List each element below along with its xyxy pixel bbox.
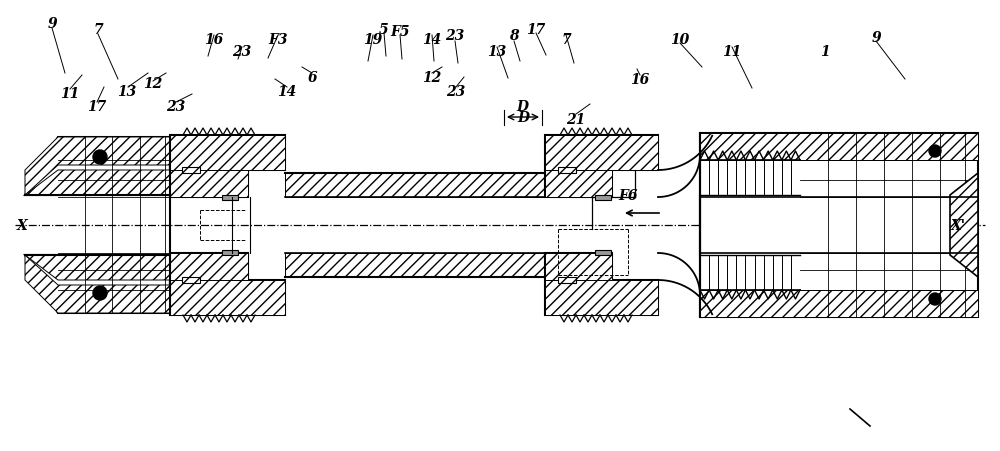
Polygon shape: [950, 174, 978, 277]
Text: 13: 13: [117, 85, 137, 99]
Circle shape: [93, 151, 107, 165]
Polygon shape: [25, 255, 170, 313]
Text: 16: 16: [630, 73, 650, 87]
Bar: [595, 196, 611, 201]
Text: 8: 8: [509, 29, 519, 43]
Bar: [558, 168, 576, 174]
Text: F6: F6: [618, 189, 638, 202]
Text: 7: 7: [561, 33, 571, 47]
Text: 9: 9: [47, 17, 57, 31]
Text: 5: 5: [379, 23, 389, 37]
Text: X': X': [950, 219, 966, 232]
Text: 17: 17: [87, 100, 107, 114]
Polygon shape: [170, 281, 285, 315]
Polygon shape: [545, 281, 658, 315]
Text: 17: 17: [526, 23, 546, 37]
Polygon shape: [545, 136, 658, 198]
Text: D: D: [517, 111, 529, 125]
Text: 6: 6: [307, 71, 317, 85]
Bar: [222, 250, 238, 255]
Polygon shape: [25, 255, 170, 313]
Text: 12: 12: [143, 77, 163, 91]
Text: X: X: [17, 219, 27, 232]
Polygon shape: [700, 133, 978, 161]
Text: 13: 13: [487, 45, 507, 59]
Polygon shape: [545, 253, 658, 315]
Text: F5: F5: [390, 25, 410, 39]
Polygon shape: [545, 136, 658, 170]
Bar: [222, 196, 238, 201]
Bar: [285, 198, 545, 253]
Polygon shape: [285, 253, 545, 277]
Bar: [700, 133, 978, 318]
Text: 23: 23: [166, 100, 186, 114]
Polygon shape: [170, 136, 285, 198]
Text: 16: 16: [204, 33, 224, 47]
Text: 7: 7: [93, 23, 103, 37]
Polygon shape: [170, 170, 248, 198]
Text: 9: 9: [871, 31, 881, 45]
Text: 23: 23: [445, 29, 465, 43]
Text: D: D: [516, 100, 528, 114]
Circle shape: [929, 146, 941, 158]
Text: 11: 11: [722, 45, 742, 59]
Polygon shape: [25, 138, 170, 196]
Text: 21: 21: [566, 113, 586, 127]
Bar: [182, 168, 200, 174]
Text: 14: 14: [422, 33, 442, 47]
Text: F3: F3: [268, 33, 288, 47]
Text: 12: 12: [422, 71, 442, 85]
Circle shape: [929, 293, 941, 305]
Text: 23: 23: [446, 85, 466, 99]
Text: 1: 1: [820, 45, 830, 59]
Polygon shape: [170, 136, 285, 170]
Text: 14: 14: [277, 85, 297, 99]
Polygon shape: [545, 253, 612, 281]
Bar: [595, 250, 611, 255]
Text: 10: 10: [670, 33, 690, 47]
Polygon shape: [170, 253, 285, 315]
Bar: [182, 277, 200, 283]
Polygon shape: [700, 290, 978, 318]
Text: 19: 19: [363, 33, 383, 47]
Polygon shape: [25, 138, 170, 196]
Polygon shape: [25, 170, 170, 196]
Bar: [558, 277, 576, 283]
Circle shape: [93, 286, 107, 300]
Polygon shape: [25, 255, 170, 281]
Polygon shape: [545, 170, 612, 198]
Text: 23: 23: [232, 45, 252, 59]
Polygon shape: [285, 174, 545, 198]
Polygon shape: [170, 253, 248, 281]
Text: 11: 11: [60, 87, 80, 101]
